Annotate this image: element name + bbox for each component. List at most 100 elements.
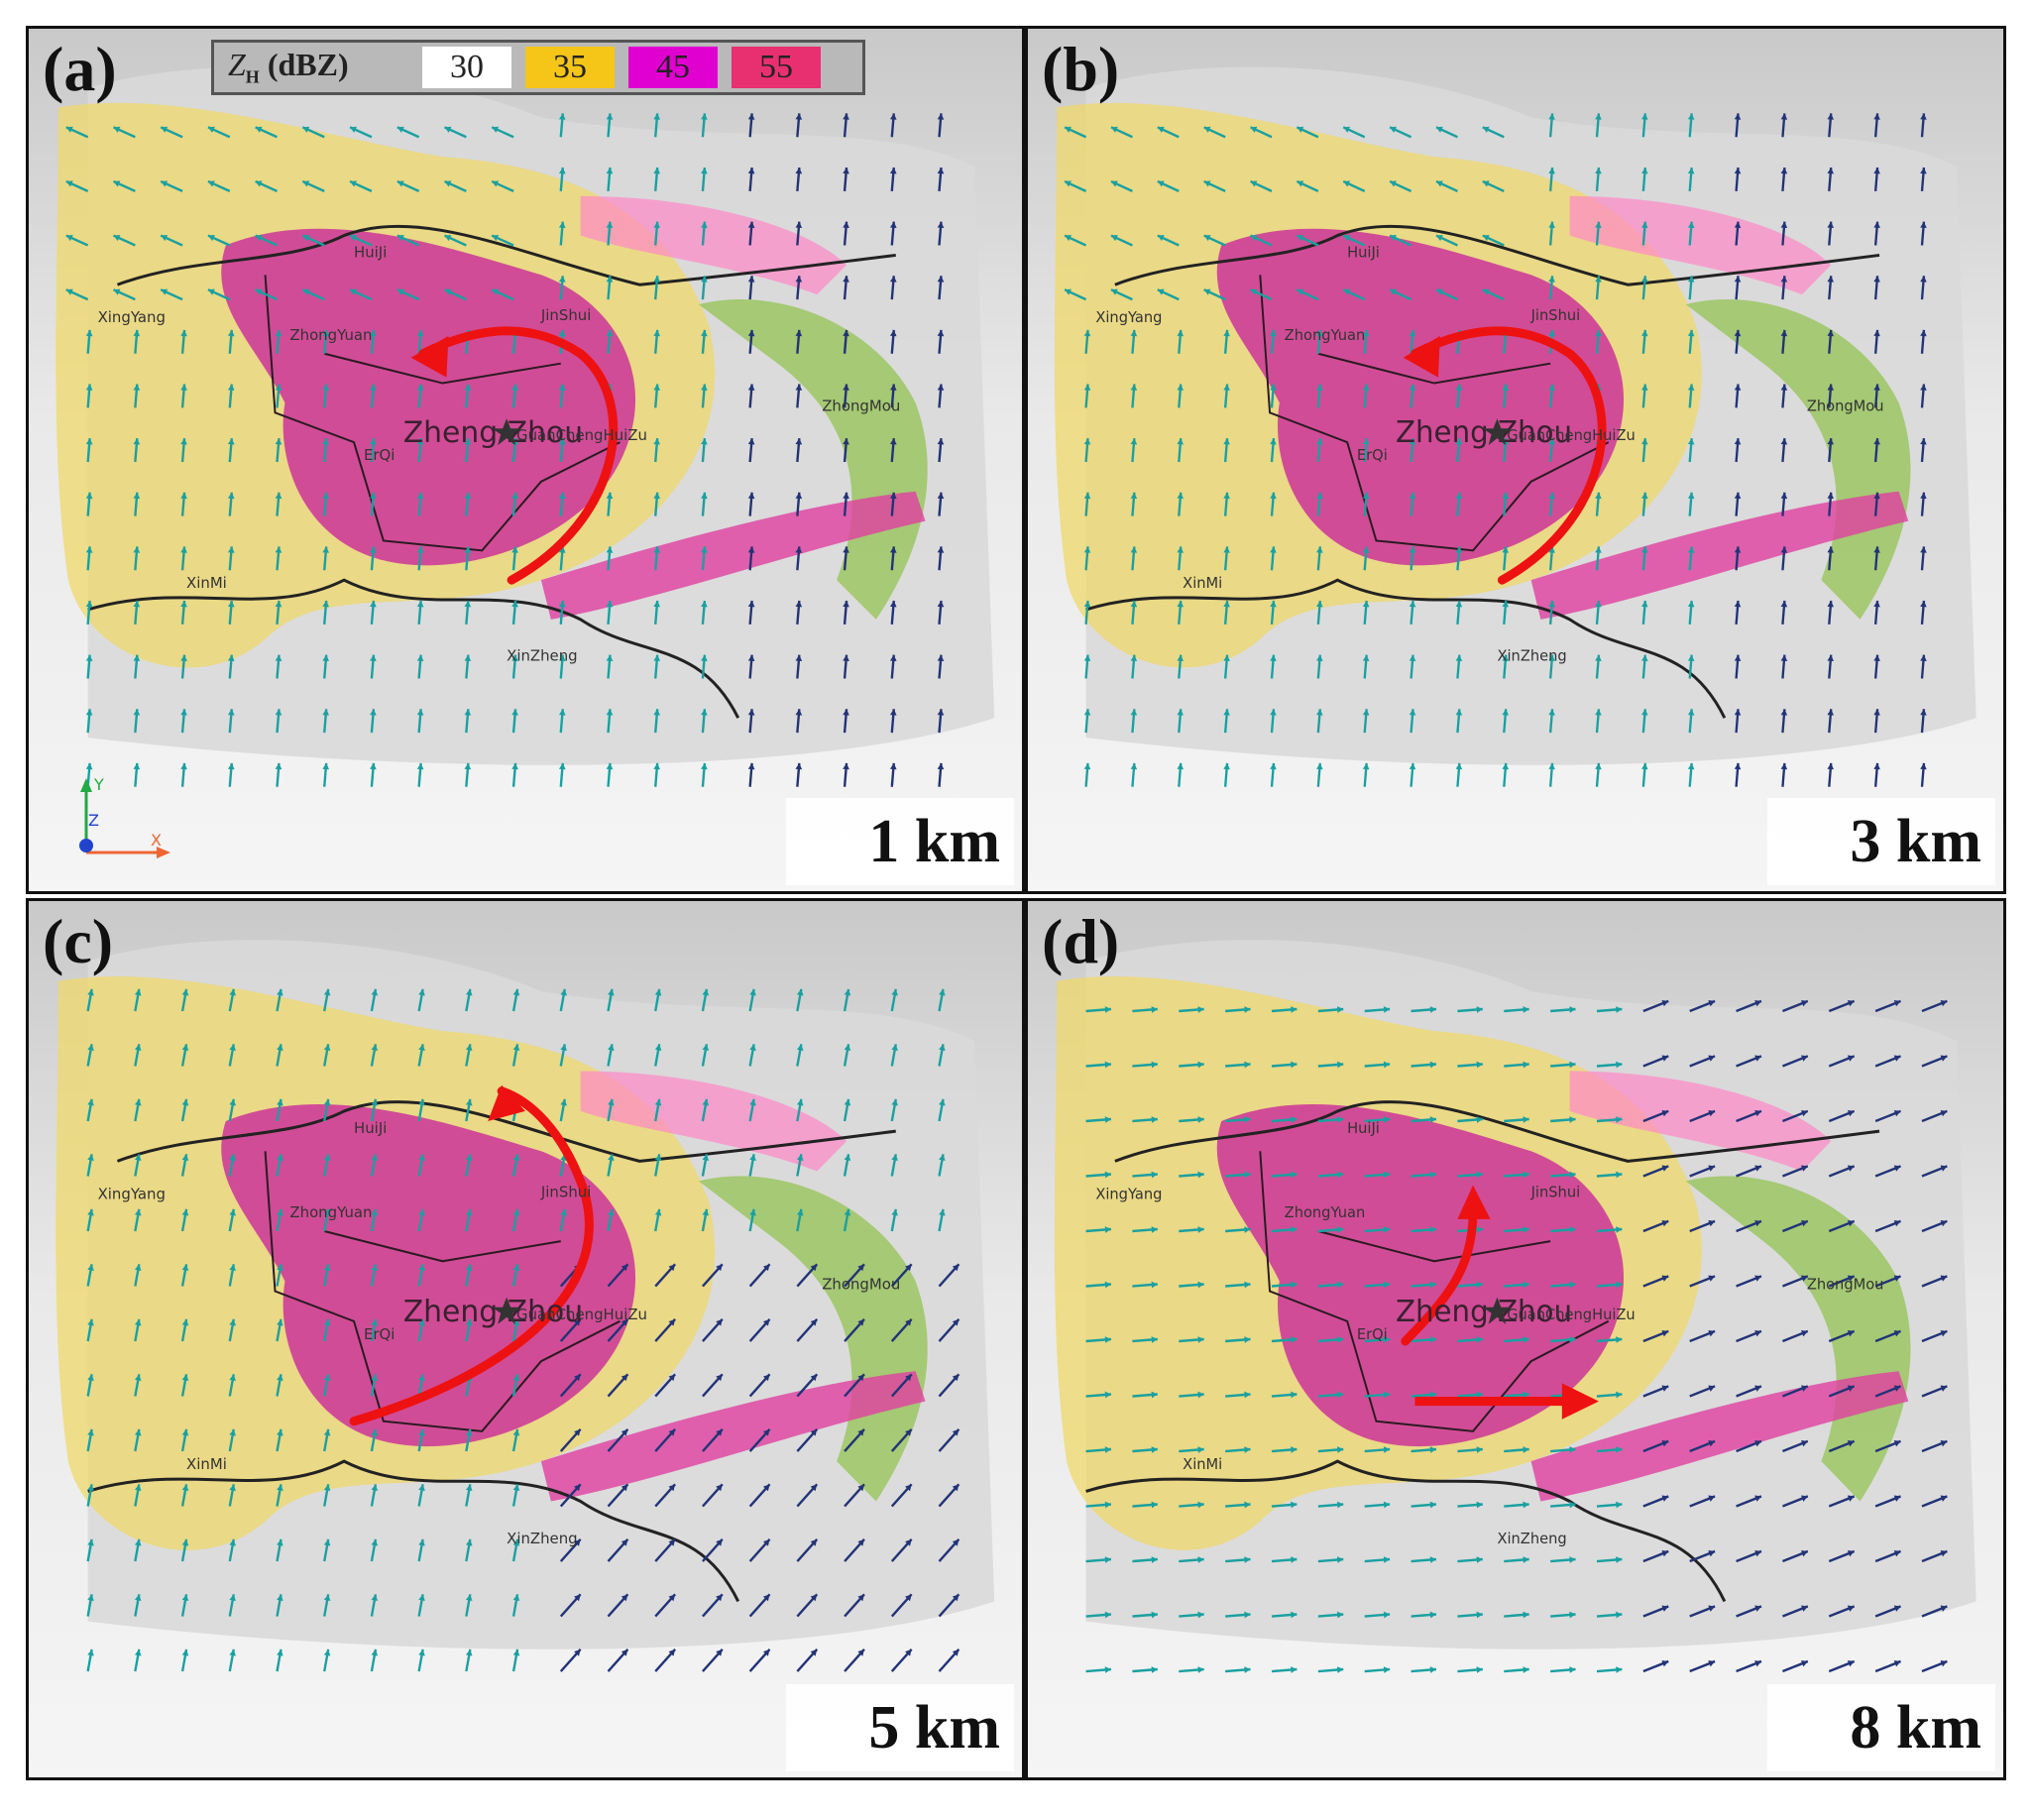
wind-vector-head xyxy=(1337,1501,1344,1509)
wind-vector-head xyxy=(558,762,566,770)
wind-vector-head xyxy=(574,1428,581,1436)
wind-vector-head xyxy=(1873,276,1880,283)
wind-vector-head xyxy=(747,113,755,120)
wind-vector-head xyxy=(1754,1605,1761,1612)
wind-vector-head xyxy=(1177,492,1185,500)
wind-vector-head xyxy=(889,384,897,391)
wind-vector-head xyxy=(1244,1226,1251,1233)
wind-vector-head xyxy=(444,235,452,242)
wind-vector-head xyxy=(512,1044,520,1052)
wind-vector-head xyxy=(134,1208,142,1216)
wind-vector-head xyxy=(181,1428,189,1436)
wind-vector-head xyxy=(558,168,566,174)
wind-vector-head xyxy=(747,438,755,445)
axis-triad: Y Z X xyxy=(79,775,170,858)
wind-vector-head xyxy=(1244,1391,1251,1399)
wind-vector-head xyxy=(1316,762,1323,770)
wind-vector-head xyxy=(134,1428,142,1436)
wind-vector-head xyxy=(796,1044,804,1052)
wind-vector-head xyxy=(1223,492,1230,500)
wind-vector-head xyxy=(1641,384,1648,391)
wind-vector-head xyxy=(1708,1550,1716,1557)
boundary-lines xyxy=(87,224,896,719)
wind-vector-head xyxy=(418,1484,425,1492)
wind-vector-head xyxy=(1687,329,1695,337)
wind-vector-head xyxy=(416,546,424,553)
place-label-xinmi: XinMi xyxy=(186,574,227,592)
wind-vector-head xyxy=(1940,1055,1948,1062)
wind-vector-head xyxy=(1708,1165,1716,1172)
wind-vector-head xyxy=(370,654,377,662)
wind-vector-head xyxy=(512,1154,520,1162)
wind-vector-head xyxy=(85,384,93,391)
wind-vector-head xyxy=(1316,329,1323,337)
wind-vector-head xyxy=(1476,1336,1483,1343)
wind-vector-head xyxy=(416,384,424,391)
wind-vector-head xyxy=(416,709,424,716)
wind-vector-head xyxy=(1523,1611,1529,1619)
wind-vector-head xyxy=(1409,546,1416,553)
reflectivity-map: HuiJi XingYang ZhongYuan JinShui Zheng Zhou E… xyxy=(1054,940,1976,1673)
wind-vector-head xyxy=(371,1594,379,1602)
wind-vector-head xyxy=(1065,126,1072,133)
wind-vector-head xyxy=(1780,113,1788,120)
wind-vector-head xyxy=(606,221,614,229)
wind-vector-head xyxy=(1893,1275,1901,1282)
wind-vector-head xyxy=(1291,1611,1298,1619)
wind-vector-head xyxy=(1502,492,1510,500)
wind-vector-head xyxy=(1429,1556,1436,1563)
wind-vector-head xyxy=(465,1649,473,1656)
wind-vector-head xyxy=(1708,1605,1716,1612)
wind-vector-head xyxy=(1847,1439,1855,1447)
wind-vector-head xyxy=(654,1044,662,1052)
wind-vector-head xyxy=(1754,1165,1761,1172)
wind-vector-head xyxy=(229,1318,236,1326)
reflectivity-legend: ZH (dBZ) 30 35 45 55 xyxy=(211,40,865,95)
wind-vector-head xyxy=(795,601,803,608)
wind-vector-head xyxy=(1197,1501,1204,1509)
wind-vector-head xyxy=(1523,1281,1529,1289)
wind-vector-head xyxy=(1847,1605,1855,1612)
wind-vector-head xyxy=(1734,329,1742,337)
wind-vector-head xyxy=(1270,546,1277,553)
wind-vector-head xyxy=(275,601,282,608)
wind-vector-head xyxy=(229,1044,236,1052)
wind-vector-head xyxy=(465,1098,473,1106)
wind-vector-head xyxy=(1548,276,1555,283)
wind-vector-head xyxy=(606,113,614,120)
wind-vector-head xyxy=(1157,235,1165,242)
panel-label: (c) xyxy=(43,906,114,976)
wind-vector-head xyxy=(416,329,424,337)
wind-vector-head xyxy=(653,709,661,716)
wind-vector-head xyxy=(1065,180,1072,187)
wind-vector-head xyxy=(1104,1171,1111,1179)
wind-vector-head xyxy=(87,1594,94,1602)
wind-vector-head xyxy=(891,1098,898,1106)
wind-vector-head xyxy=(1687,709,1695,716)
wind-vector-head xyxy=(1151,1061,1158,1069)
wind-vector-head xyxy=(85,601,93,608)
wind-vector-head xyxy=(844,1154,851,1162)
wind-vector-head xyxy=(371,1649,379,1656)
wind-vector-head xyxy=(512,1318,520,1326)
wind-vector-head xyxy=(795,221,803,229)
wind-vector-head xyxy=(558,546,566,553)
wind-vector-head xyxy=(937,492,945,500)
wind-vector-head xyxy=(87,1538,94,1546)
reflectivity-core xyxy=(221,1104,636,1447)
wind-vector-head xyxy=(229,1098,236,1106)
wind-vector-head xyxy=(653,329,661,337)
wind-vector-head xyxy=(418,1538,425,1546)
wind-vector-head xyxy=(621,1484,628,1492)
wind-vector-head xyxy=(843,546,849,553)
wind-vector-head xyxy=(1641,492,1648,500)
wind-vector-head xyxy=(1920,492,1927,500)
wind-vector-head xyxy=(1502,384,1510,391)
wind-vector-head xyxy=(87,1318,94,1326)
wind-vector-head xyxy=(653,601,661,608)
wind-vector-head xyxy=(1523,1171,1529,1179)
wind-vector-head xyxy=(558,113,566,120)
wind-vector-head xyxy=(275,492,282,500)
circulation-arrow-head xyxy=(488,1084,525,1122)
reflectivity-core xyxy=(1216,1104,1625,1447)
